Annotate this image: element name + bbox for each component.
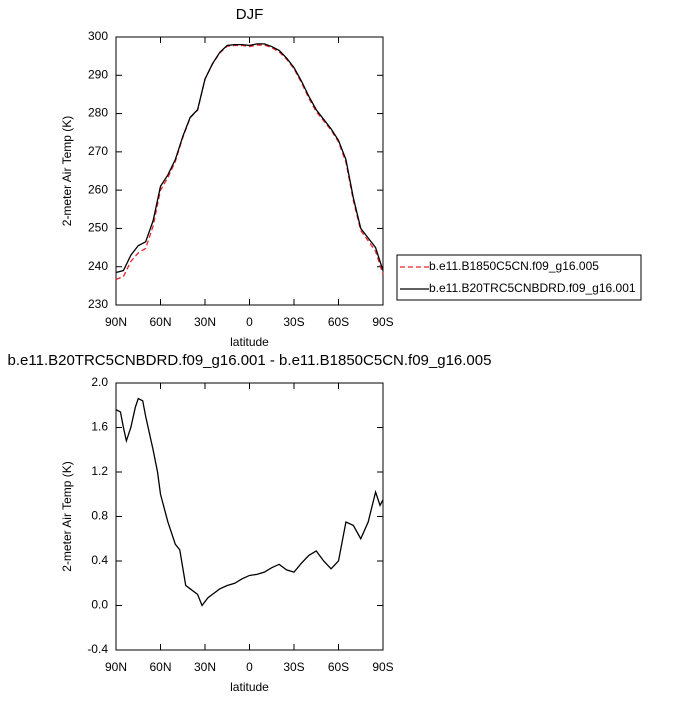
y-tick-label: 2.0 <box>91 375 108 389</box>
x-tick-label: 0 <box>246 660 253 674</box>
y-tick-label: 270 <box>88 144 108 158</box>
legend-label: b.e11.B1850C5CN.f09_g16.005 <box>429 259 599 273</box>
y-tick-label: 0.4 <box>91 553 108 567</box>
x-axis-label: latitude <box>230 680 269 694</box>
x-tick-label: 90N <box>105 315 127 329</box>
legend-box <box>396 254 642 301</box>
y-tick-label: 230 <box>88 297 108 311</box>
chart-title: b.e11.B20TRC5CNBDRD.f09_g16.001 - b.e11.… <box>8 352 492 369</box>
x-axis-label: latitude <box>230 335 269 349</box>
y-tick-label: 290 <box>88 67 108 81</box>
x-tick-label: 90N <box>105 660 127 674</box>
x-tick-label: 30N <box>194 660 216 674</box>
plot-frame <box>115 382 384 651</box>
x-tick-label: 60S <box>328 660 349 674</box>
y-tick-label: 300 <box>88 29 108 43</box>
data-line <box>115 397 384 607</box>
y-tick-label: 240 <box>88 259 108 273</box>
x-tick-label: 60S <box>328 315 349 329</box>
plot-frame <box>115 36 384 306</box>
x-tick-label: 30S <box>283 315 304 329</box>
y-tick-label: 1.2 <box>91 464 108 478</box>
y-axis-label: 2-meter Air Temp (K) <box>60 116 74 226</box>
x-tick-label: 90S <box>372 315 393 329</box>
y-tick-label: -0.4 <box>87 642 108 656</box>
legend-label: b.e11.B20TRC5CNBDRD.f09_g16.001 <box>429 281 636 295</box>
y-tick-label: 1.6 <box>91 420 108 434</box>
x-tick-label: 30N <box>194 315 216 329</box>
x-tick-label: 60N <box>149 315 171 329</box>
x-tick-label: 0 <box>246 315 253 329</box>
y-tick-label: 250 <box>88 221 108 235</box>
x-tick-label: 60N <box>149 660 171 674</box>
data-line <box>115 43 384 274</box>
chart-title: DJF <box>236 6 264 23</box>
y-tick-label: 260 <box>88 182 108 196</box>
y-axis-label: 2-meter Air Temp (K) <box>60 461 74 571</box>
x-tick-label: 90S <box>372 660 393 674</box>
y-tick-label: 280 <box>88 106 108 120</box>
x-tick-label: 30S <box>283 660 304 674</box>
y-tick-label: 0.8 <box>91 509 108 523</box>
data-line <box>115 44 384 280</box>
y-tick-label: 0.0 <box>91 598 108 612</box>
